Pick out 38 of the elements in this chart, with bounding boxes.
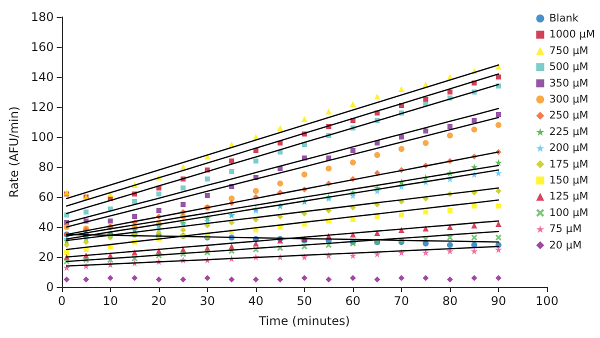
- y-tick-label: 80: [38, 160, 54, 174]
- y-tick-label: 100: [30, 130, 54, 144]
- y-tick-label: 120: [30, 100, 54, 114]
- y-tick-label: 40: [38, 220, 54, 234]
- x-tick-label: 100: [536, 294, 558, 308]
- legend-label: Blank: [549, 12, 580, 24]
- y-axis-title: Rate (AFU/min): [7, 106, 21, 198]
- y-tick-label: 140: [30, 70, 54, 84]
- legend-label: 175 µM: [549, 158, 588, 170]
- x-tick-label: 90: [490, 294, 506, 308]
- y-tick-label: 60: [38, 190, 54, 204]
- y-tick-label: 180: [30, 10, 54, 24]
- x-tick-label: 60: [345, 294, 361, 308]
- legend-label: 750 µM: [549, 44, 588, 57]
- x-tick-label: 10: [102, 294, 118, 308]
- legend-label: 125 µM: [549, 190, 588, 203]
- legend-label: 250 µM: [549, 110, 588, 122]
- x-tick-label: 0: [58, 294, 66, 308]
- legend-label: 75 µM: [549, 223, 582, 236]
- legend-label: 500 µM: [549, 61, 588, 74]
- y-tick-label: 20: [38, 250, 54, 264]
- legend-label: 350 µM: [549, 77, 588, 90]
- legend-label: 200 µM: [549, 142, 588, 154]
- y-tick-label: 0: [46, 280, 54, 294]
- legend-label: 300 µM: [549, 94, 588, 106]
- x-tick-label: 20: [151, 294, 166, 308]
- legend-label: 20 µM: [549, 239, 582, 252]
- x-tick-label: 80: [442, 294, 458, 308]
- x-axis-title: Time (minutes): [258, 314, 350, 328]
- legend-label: 1000 µM: [549, 28, 596, 41]
- legend-label: 225 µM: [549, 126, 588, 138]
- x-tick-label: 70: [394, 294, 410, 308]
- legend-label: 100 µM: [549, 206, 588, 219]
- legend-label: 150 µM: [549, 174, 588, 186]
- y-tick-label: 160: [30, 40, 54, 54]
- x-tick-label: 40: [248, 294, 264, 308]
- x-tick-label: 50: [296, 294, 312, 308]
- x-tick-label: 30: [200, 294, 216, 308]
